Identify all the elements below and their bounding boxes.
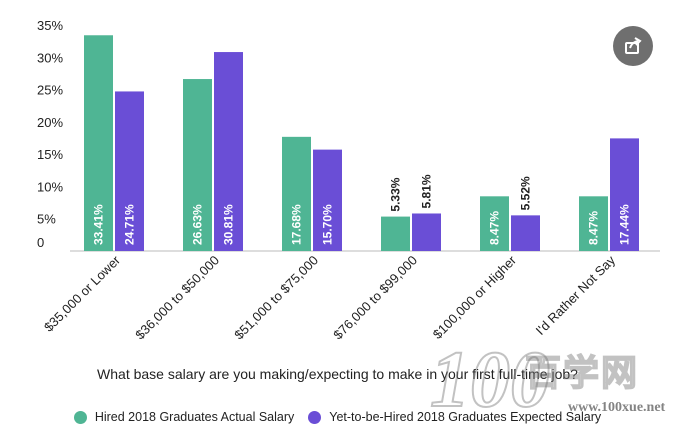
category-label: I'd Rather Not Say xyxy=(533,252,619,338)
data-label: 24.71% xyxy=(123,204,137,245)
data-label: 5.33% xyxy=(389,177,403,211)
category-label: $35,000 or Lower xyxy=(41,252,124,335)
data-label: 17.44% xyxy=(618,204,632,245)
bar xyxy=(412,213,441,251)
legend-swatch-expected xyxy=(308,410,322,424)
y-tick-label: 10% xyxy=(37,179,63,194)
data-label: 33.41% xyxy=(92,204,106,245)
bar xyxy=(610,138,639,251)
data-label: 26.63% xyxy=(191,204,205,245)
legend-swatch-actual xyxy=(73,410,87,424)
data-label: 5.81% xyxy=(420,174,434,208)
bar xyxy=(84,35,113,251)
data-label: 8.47% xyxy=(488,211,502,245)
bar xyxy=(282,136,311,251)
legend-label-actual: Hired 2018 Graduates Actual Salary xyxy=(94,410,295,424)
share-icon xyxy=(625,37,642,54)
y-tick-label: 25% xyxy=(37,83,63,98)
data-label: 15.70% xyxy=(321,204,335,245)
y-tick-label: 20% xyxy=(37,115,63,130)
chart-subtitle: What base salary are you making/expectin… xyxy=(97,366,578,382)
y-tick-label: 15% xyxy=(37,147,63,162)
y-tick-label: 5% xyxy=(37,212,56,227)
category-label: $36,000 to $50,000 xyxy=(132,253,222,343)
chart-legend: Hired 2018 Graduates Actual Salary Yet-t… xyxy=(0,410,675,424)
share-button[interactable] xyxy=(613,26,653,66)
data-label: 17.68% xyxy=(290,204,304,245)
bar xyxy=(381,216,410,251)
category-label: $51,000 to $75,000 xyxy=(231,253,321,343)
bar xyxy=(115,91,144,251)
legend-label-expected: Yet-to-be-Hired 2018 Graduates Expected … xyxy=(329,410,602,424)
data-label: 5.52% xyxy=(519,176,533,210)
y-tick-label: 35% xyxy=(37,18,63,33)
y-tick-label: 0 xyxy=(37,235,44,250)
category-label: $100,000 or Higher xyxy=(430,252,520,342)
bar xyxy=(511,215,540,251)
bar xyxy=(214,52,243,252)
bar xyxy=(480,196,509,251)
legend-item-actual[interactable]: Hired 2018 Graduates Actual Salary xyxy=(73,410,295,424)
data-label: 8.47% xyxy=(587,211,601,245)
data-label: 30.81% xyxy=(222,204,236,245)
category-label: $76,000 to $99,000 xyxy=(330,253,420,343)
bar xyxy=(183,79,212,251)
bar xyxy=(579,196,608,251)
y-tick-label: 30% xyxy=(37,50,63,65)
legend-item-expected[interactable]: Yet-to-be-Hired 2018 Graduates Expected … xyxy=(308,410,601,424)
bar xyxy=(313,149,342,251)
